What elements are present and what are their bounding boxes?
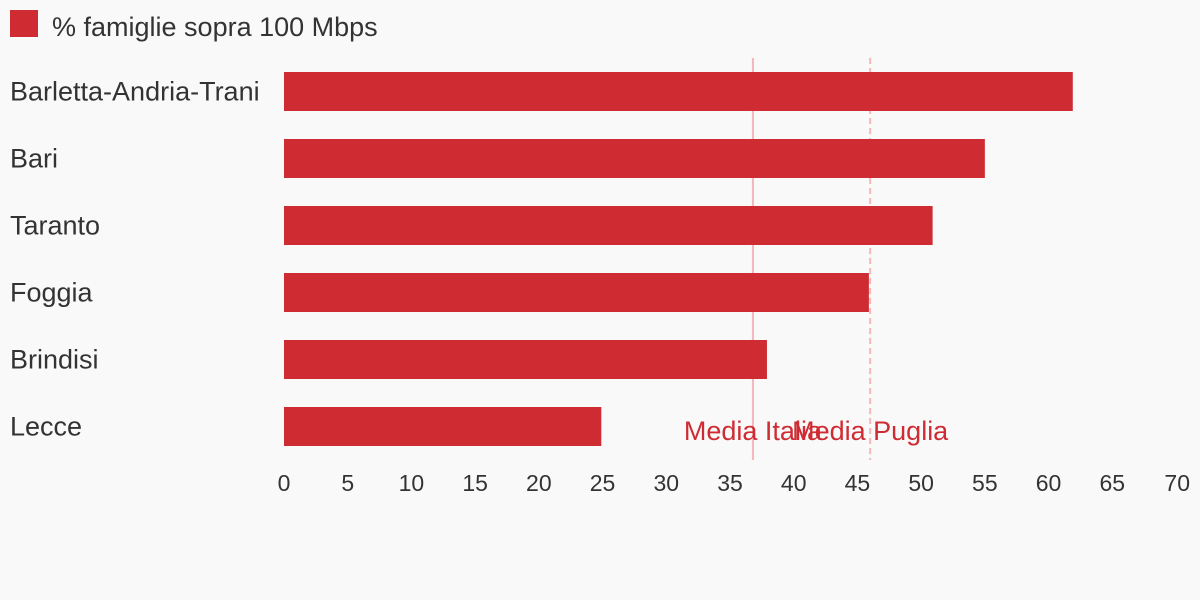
x-axis: 0 5 10 15 20 25 30 35 40 45 50 55 60 65 70 — [278, 470, 1190, 496]
legend-swatch — [10, 10, 38, 37]
x-tick-label-13: 65 — [1099, 470, 1125, 496]
bar-2 — [284, 206, 933, 245]
x-tick-label-6: 30 — [653, 470, 679, 496]
x-tick-label-1: 5 — [341, 470, 354, 496]
bars — [284, 72, 1073, 446]
x-tick-label-8: 40 — [781, 470, 807, 496]
legend: % famiglie sopra 100 Mbps — [10, 10, 378, 42]
x-tick-label-10: 50 — [908, 470, 934, 496]
x-tick-label-14: 70 — [1164, 470, 1190, 496]
x-tick-label-0: 0 — [278, 470, 291, 496]
category-label-2: Taranto — [10, 211, 100, 241]
category-label-0: Barletta-Andria-Trani — [10, 77, 260, 107]
x-tick-label-7: 35 — [717, 470, 743, 496]
category-label-1: Bari — [10, 144, 58, 174]
category-label-5: Lecce — [10, 412, 82, 442]
x-tick-label-11: 55 — [972, 470, 998, 496]
x-tick-label-3: 15 — [462, 470, 488, 496]
x-tick-label-5: 25 — [590, 470, 616, 496]
x-tick-label-2: 10 — [399, 470, 425, 496]
x-tick-label-12: 60 — [1036, 470, 1062, 496]
bar-5 — [284, 407, 602, 446]
legend-label: % famiglie sopra 100 Mbps — [52, 12, 378, 42]
bar-4 — [284, 340, 767, 379]
reference-label-0: Media Italia — [684, 416, 823, 446]
category-label-4: Brindisi — [10, 345, 99, 375]
category-label-3: Foggia — [10, 278, 94, 308]
category-labels: Barletta-Andria-Trani Bari Taranto Foggia Br… — [10, 77, 260, 442]
bar-1 — [284, 139, 985, 178]
reference-lines — [751, 58, 872, 460]
bar-3 — [284, 273, 869, 312]
x-tick-label-9: 45 — [845, 470, 871, 496]
reference-label-1: Media Puglia — [792, 416, 949, 446]
x-tick-label-4: 20 — [526, 470, 552, 496]
bar-0 — [284, 72, 1073, 111]
